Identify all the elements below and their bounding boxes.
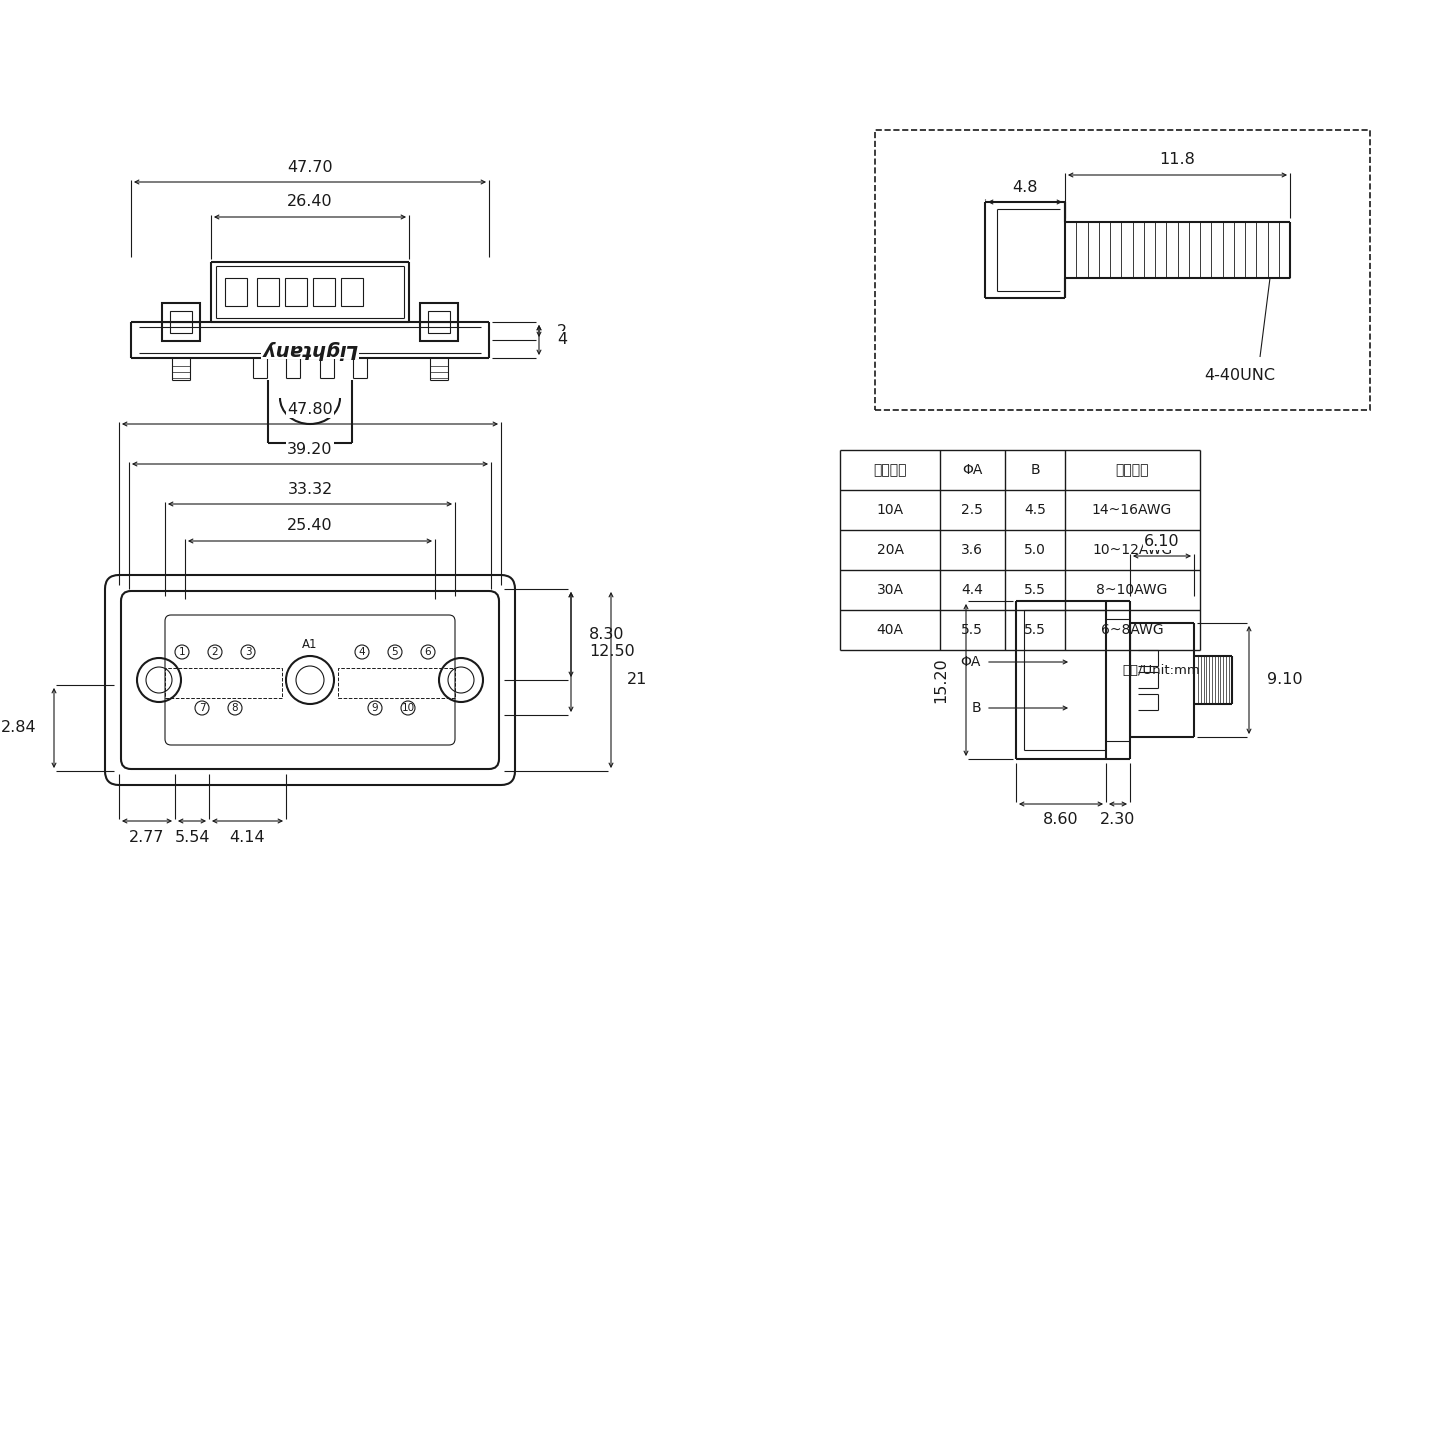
- Text: 10A: 10A: [877, 503, 903, 517]
- Text: 14~16AWG: 14~16AWG: [1092, 503, 1172, 517]
- Text: B: B: [972, 701, 981, 716]
- Text: 9: 9: [372, 703, 379, 713]
- Text: 1: 1: [179, 647, 186, 657]
- Text: 33.32: 33.32: [288, 481, 333, 497]
- Text: ΦA: ΦA: [962, 464, 982, 477]
- Text: 10~12AWG: 10~12AWG: [1092, 543, 1172, 557]
- Text: 6~8AWG: 6~8AWG: [1100, 624, 1164, 636]
- Text: 21: 21: [626, 672, 648, 687]
- Text: 4.14: 4.14: [230, 829, 265, 844]
- Text: 5: 5: [392, 647, 399, 657]
- Text: 47.80: 47.80: [287, 402, 333, 416]
- Text: 2.5: 2.5: [960, 503, 984, 517]
- Text: 12.50: 12.50: [589, 645, 635, 660]
- Text: 5.5: 5.5: [1024, 624, 1045, 636]
- Text: 4-40UNC: 4-40UNC: [1204, 367, 1276, 383]
- Text: 5.5: 5.5: [1024, 583, 1045, 598]
- Text: Lightany: Lightany: [262, 340, 359, 359]
- Text: 4: 4: [557, 333, 567, 347]
- Text: A1: A1: [302, 638, 318, 651]
- Text: 8.60: 8.60: [1043, 812, 1079, 827]
- Text: 20A: 20A: [877, 543, 903, 557]
- Text: 39.20: 39.20: [287, 442, 333, 456]
- Text: 47.70: 47.70: [287, 160, 333, 174]
- Text: 8~10AWG: 8~10AWG: [1096, 583, 1168, 598]
- Text: 单位/Unit:mm: 单位/Unit:mm: [1122, 664, 1200, 677]
- Text: 4: 4: [359, 647, 366, 657]
- Text: 26.40: 26.40: [287, 194, 333, 209]
- Text: 2.77: 2.77: [130, 829, 164, 844]
- Text: 6.10: 6.10: [1145, 533, 1179, 549]
- Text: 5.5: 5.5: [960, 624, 984, 636]
- Text: 8: 8: [232, 703, 238, 713]
- Text: 15.20: 15.20: [933, 657, 948, 703]
- Text: 25.40: 25.40: [287, 518, 333, 533]
- Text: 11.8: 11.8: [1159, 153, 1195, 167]
- Text: 2.30: 2.30: [1100, 812, 1136, 827]
- Text: 4.4: 4.4: [960, 583, 984, 598]
- Text: ΦA: ΦA: [960, 655, 981, 670]
- Text: 10: 10: [402, 703, 415, 713]
- Text: 2: 2: [212, 647, 219, 657]
- Text: 30A: 30A: [877, 583, 903, 598]
- Text: 9.10: 9.10: [1267, 672, 1303, 687]
- Text: 4.8: 4.8: [1012, 180, 1038, 194]
- Text: 3.6: 3.6: [960, 543, 984, 557]
- Text: 8.30: 8.30: [589, 626, 625, 642]
- Text: 2.84: 2.84: [0, 720, 36, 736]
- Text: 4.5: 4.5: [1024, 503, 1045, 517]
- Text: 5.54: 5.54: [174, 829, 210, 844]
- Text: 7: 7: [199, 703, 206, 713]
- Text: 额定电流: 额定电流: [873, 464, 907, 477]
- Text: 6: 6: [425, 647, 432, 657]
- Text: 5.0: 5.0: [1024, 543, 1045, 557]
- Text: 3: 3: [245, 647, 252, 657]
- Text: 2: 2: [557, 324, 567, 338]
- Text: B: B: [1030, 464, 1040, 477]
- Text: 40A: 40A: [877, 624, 903, 636]
- Text: 线材规格: 线材规格: [1115, 464, 1149, 477]
